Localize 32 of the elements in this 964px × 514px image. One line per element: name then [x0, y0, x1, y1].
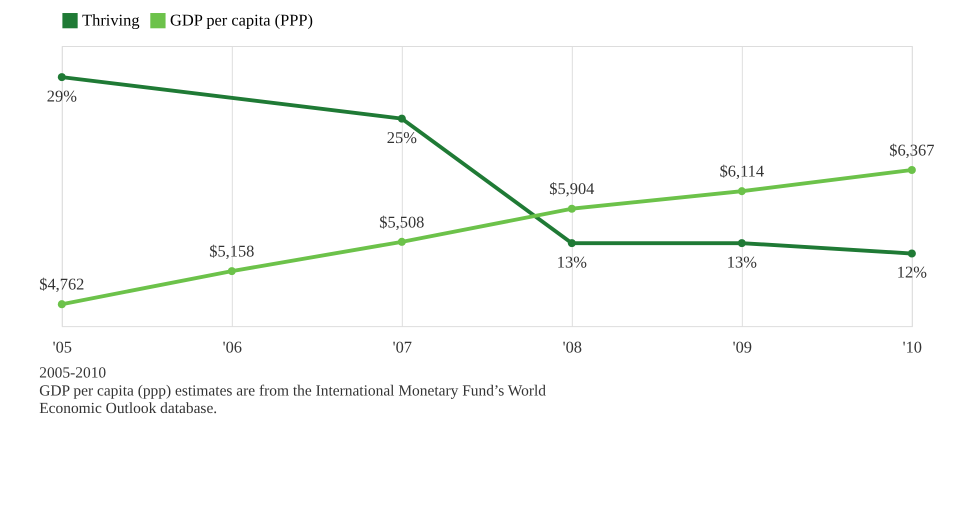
point [58, 73, 66, 82]
point [58, 300, 66, 308]
data-label: 13% [726, 252, 758, 272]
data-label: $6,367 [889, 140, 934, 160]
x-tick-label: '07 [392, 338, 412, 357]
point [568, 204, 576, 213]
data-label: $6,114 [720, 162, 764, 181]
x-tick-label: '09 [732, 338, 752, 357]
data-label: 12% [896, 262, 928, 282]
text: GDP per capita (ppp) estimates are from the International Monetary Fund’s World Economic Outlook database. [39, 382, 546, 418]
x-tick-label: '10 [902, 338, 922, 357]
point [568, 239, 576, 248]
point [398, 114, 406, 123]
data-label: $5,158 [209, 242, 254, 261]
x-tick-label: '05 [52, 338, 72, 357]
data-label: 13% [556, 252, 588, 272]
x-tick-label: '08 [562, 338, 582, 357]
point [398, 238, 406, 246]
point [908, 249, 916, 258]
data-label: $5,508 [379, 212, 424, 232]
data-label: 25% [386, 128, 418, 147]
point [738, 187, 746, 196]
legend-label: Thriving [82, 10, 140, 30]
data-label: $4,762 [39, 274, 84, 294]
x-tick-label: '06 [222, 338, 242, 357]
legend-label: GDP per capita (PPP) [170, 10, 313, 30]
data-label: 29% [46, 86, 78, 106]
point [228, 267, 236, 276]
text: 2005-2010 [39, 364, 106, 382]
point [738, 239, 746, 248]
point [908, 166, 916, 174]
data-label: $5,904 [549, 179, 594, 198]
